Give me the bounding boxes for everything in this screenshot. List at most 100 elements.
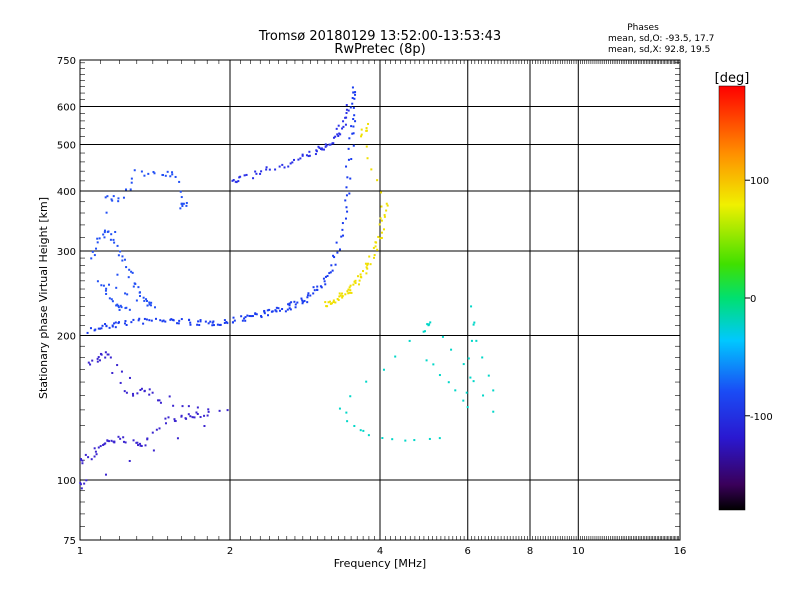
data-point: [481, 356, 484, 359]
data-point: [130, 321, 133, 324]
data-point: [252, 177, 255, 180]
data-point: [334, 135, 337, 138]
data-point: [350, 125, 353, 128]
data-point: [209, 320, 212, 323]
colorbar-label: [deg]: [715, 71, 750, 86]
data-point: [336, 133, 339, 136]
data-point: [110, 233, 113, 236]
y-tick-labels: 75 100 200 300 400 500 600 750: [57, 56, 76, 547]
data-point: [345, 194, 348, 197]
data-point: [432, 363, 435, 366]
data-point: [332, 142, 335, 145]
data-point: [125, 324, 128, 327]
data-point: [385, 209, 388, 212]
data-point: [176, 322, 179, 325]
data-point: [180, 318, 183, 321]
data-point: [108, 326, 111, 329]
data-point: [344, 199, 347, 202]
data-point: [108, 440, 111, 443]
data-point: [164, 417, 167, 420]
colorbar-tick-label: 0: [750, 294, 756, 305]
data-point: [283, 166, 286, 169]
data-point: [91, 250, 94, 253]
data-point: [132, 318, 135, 321]
data-point: [427, 324, 430, 327]
data-point: [124, 292, 127, 295]
data-point: [199, 319, 202, 322]
data-point: [133, 169, 136, 172]
data-point: [130, 270, 133, 273]
data-point: [314, 153, 317, 156]
data-point: [374, 245, 377, 248]
data-point: [110, 439, 113, 442]
data-point: [232, 316, 235, 319]
data-point: [199, 416, 202, 419]
data-point: [152, 170, 155, 173]
data-point: [123, 322, 126, 325]
data-point: [193, 416, 196, 419]
data-point: [352, 132, 355, 135]
data-point: [139, 388, 142, 391]
data-point: [296, 301, 299, 304]
y-axis-label: Stationary phase Virtual Height [km]: [37, 197, 50, 399]
data-point: [376, 179, 379, 182]
data-point: [341, 295, 344, 298]
data-point: [469, 376, 472, 379]
data-point: [346, 420, 349, 423]
data-point: [354, 91, 357, 94]
data-point: [472, 380, 475, 383]
data-point: [260, 316, 263, 319]
data-point: [342, 125, 345, 128]
data-point: [103, 229, 106, 232]
y-tick-label: 750: [57, 56, 76, 67]
data-point: [117, 435, 120, 438]
data-point: [339, 294, 342, 297]
grid-lines: [80, 60, 680, 540]
data-point: [338, 248, 341, 251]
data-point: [104, 356, 107, 359]
data-point: [116, 303, 119, 306]
data-point: [281, 308, 284, 311]
data-point: [110, 198, 113, 201]
data-point: [359, 273, 362, 276]
data-point: [386, 204, 389, 207]
data-point: [348, 286, 351, 289]
data-point: [226, 409, 229, 412]
data-point: [113, 322, 116, 325]
data-point: [320, 286, 323, 289]
data-point: [307, 155, 310, 158]
data-point: [345, 116, 348, 119]
data-point: [354, 93, 357, 96]
data-point: [350, 291, 353, 294]
data-point: [319, 148, 322, 151]
data-point: [324, 145, 327, 148]
data-point: [349, 289, 352, 292]
data-point: [377, 235, 380, 238]
data-point: [219, 323, 222, 326]
data-point: [362, 270, 365, 273]
data-point: [84, 453, 87, 456]
data-point: [317, 145, 320, 148]
data-point: [96, 237, 99, 240]
phases-x-stats: mean, sd,X: 92.8, 19.5: [608, 45, 710, 55]
data-point: [413, 439, 416, 442]
data-point: [132, 285, 135, 288]
data-point: [116, 273, 119, 276]
data-point: [171, 173, 174, 176]
data-point: [169, 175, 172, 178]
data-point: [87, 456, 90, 459]
data-point: [148, 388, 151, 391]
data-point: [288, 307, 291, 310]
data-point: [385, 202, 388, 205]
data-point: [352, 144, 355, 147]
data-point: [102, 284, 105, 287]
data-point: [329, 143, 332, 146]
data-point: [207, 410, 210, 413]
data-point: [91, 359, 94, 362]
data-point: [255, 172, 258, 175]
data-point: [172, 404, 175, 407]
data-point: [263, 312, 266, 315]
data-point: [346, 210, 349, 213]
data-point: [131, 392, 134, 395]
data-point: [178, 319, 181, 322]
